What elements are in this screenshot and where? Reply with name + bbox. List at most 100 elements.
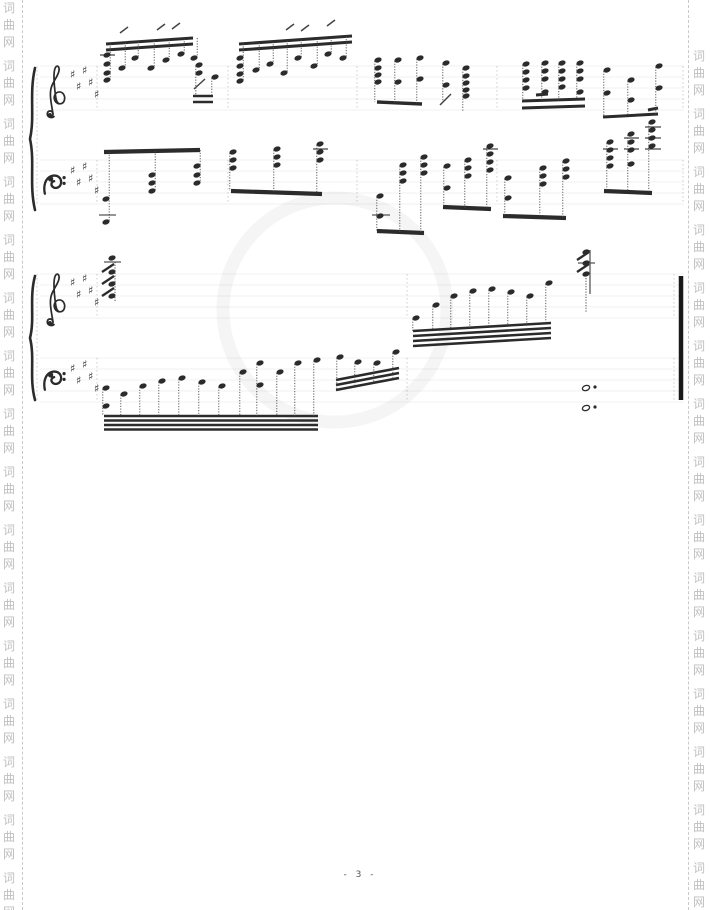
clef-dot — [47, 113, 52, 118]
sharp-icon: ♯ — [82, 64, 87, 77]
watermark-char: 网 — [693, 895, 706, 909]
notehead — [294, 55, 302, 61]
notehead — [280, 70, 288, 76]
watermark-char: 网 — [3, 499, 16, 513]
watermark-char: 网 — [3, 615, 16, 629]
notehead — [504, 195, 512, 201]
notehead — [193, 163, 201, 169]
notehead — [562, 158, 570, 164]
clef-dot — [62, 372, 66, 376]
notehead — [374, 57, 382, 63]
beam — [502, 213, 567, 221]
watermark-char: 词 — [3, 813, 16, 827]
notehead — [162, 57, 170, 63]
beam — [238, 40, 353, 52]
watermark-char: 网 — [3, 906, 15, 910]
watermark-char: 曲 — [3, 888, 16, 902]
watermark-char: 网 — [3, 789, 16, 803]
notehead — [108, 255, 116, 261]
beam — [335, 366, 400, 382]
notehead — [256, 382, 264, 388]
watermark-char: 网 — [693, 489, 706, 503]
watermark-char: 词 — [693, 513, 706, 527]
notehead — [236, 71, 244, 77]
notehead — [276, 369, 284, 375]
sharp-icon: ♯ — [94, 296, 99, 309]
clef-stroke — [43, 174, 63, 195]
notehead — [469, 288, 477, 294]
notehead — [147, 65, 155, 71]
watermark-char: 词 — [693, 629, 706, 643]
notehead — [443, 163, 451, 169]
watermark-char: 曲 — [3, 830, 16, 844]
watermark-char: 曲 — [693, 878, 706, 892]
bass-clef-icon — [43, 370, 66, 391]
beam — [602, 112, 659, 119]
notehead — [576, 89, 584, 95]
notehead — [148, 180, 156, 186]
bass-clef-icon — [43, 174, 66, 195]
notehead — [103, 61, 111, 67]
sharp-icon: ♯ — [76, 288, 81, 301]
notehead — [464, 165, 472, 171]
beam — [335, 371, 400, 387]
beam — [412, 326, 552, 338]
notehead — [432, 302, 440, 308]
notehead — [464, 157, 472, 163]
notehead — [394, 57, 402, 63]
watermark-char: 网 — [3, 673, 16, 687]
notehead — [450, 293, 458, 299]
notehead — [541, 76, 549, 82]
augmentation-dot — [593, 385, 597, 389]
watermark-char: 网 — [3, 847, 16, 861]
notehead — [655, 63, 663, 69]
watermark-char: 词 — [693, 803, 706, 817]
sharp-icon: ♯ — [70, 68, 75, 81]
sharp-icon: ♯ — [82, 272, 87, 285]
notehead — [236, 78, 244, 84]
notehead — [464, 173, 472, 179]
beam — [412, 336, 552, 348]
notehead — [139, 383, 147, 389]
beam — [376, 100, 423, 106]
beam — [105, 36, 194, 46]
notehead — [558, 76, 566, 82]
notehead — [148, 172, 156, 178]
notehead — [193, 172, 201, 178]
watermark-char: 词 — [3, 581, 16, 595]
notehead — [178, 375, 186, 381]
notehead — [252, 67, 260, 73]
notehead — [310, 63, 318, 69]
beam — [376, 228, 425, 236]
notehead — [420, 162, 428, 168]
articulation-mark — [439, 93, 452, 106]
sharp-icon: ♯ — [70, 276, 75, 289]
clef-stroke — [46, 65, 66, 119]
sharp-icon: ♯ — [94, 88, 99, 101]
watermark-char: 曲 — [3, 772, 16, 786]
notehead — [229, 165, 237, 171]
sharp-icon: ♯ — [82, 358, 87, 371]
notehead — [576, 76, 584, 82]
tremolo-slash — [576, 263, 590, 273]
clef-dot — [47, 321, 52, 326]
sharp-icon: ♯ — [88, 172, 93, 185]
notehead — [399, 162, 407, 168]
sharp-icon: ♯ — [76, 176, 81, 189]
tremolo-slash — [101, 275, 115, 285]
notehead — [562, 166, 570, 172]
notehead — [627, 77, 635, 83]
clef-dot — [62, 181, 66, 185]
beam — [103, 147, 201, 155]
notehead — [526, 293, 534, 299]
beam — [521, 104, 586, 110]
notehead — [316, 141, 324, 147]
notehead — [504, 175, 512, 181]
beam — [442, 204, 492, 212]
notehead — [486, 151, 494, 157]
watermark-char: 曲 — [693, 820, 706, 834]
notehead — [336, 354, 344, 360]
notehead — [313, 357, 321, 363]
augmentation-dot — [593, 405, 597, 409]
notehead — [118, 65, 126, 71]
